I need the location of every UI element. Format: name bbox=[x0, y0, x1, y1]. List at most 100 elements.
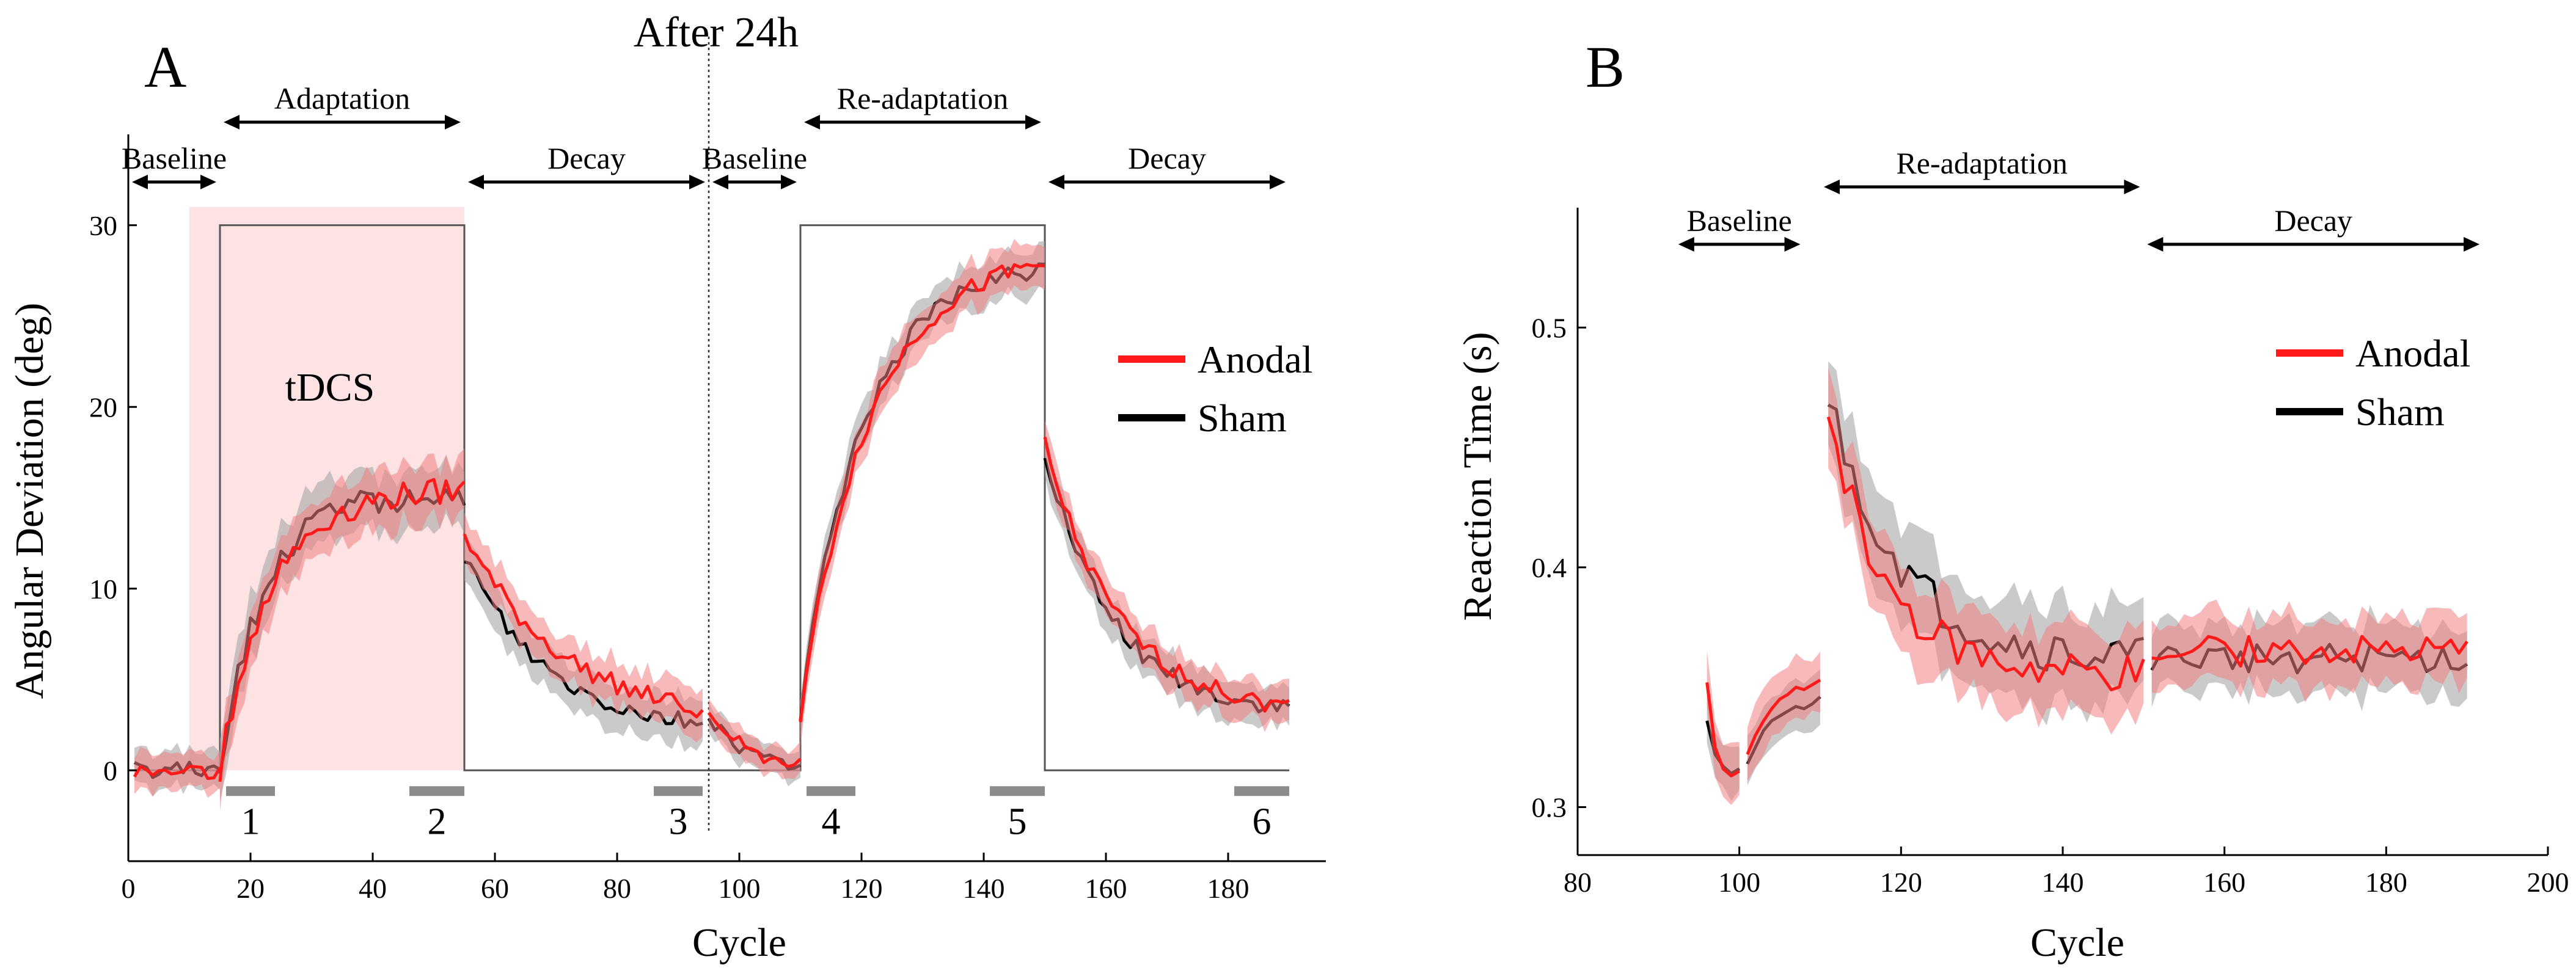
phase-arrow-head-left bbox=[1048, 175, 1064, 189]
phase-arrow-head-left bbox=[2147, 237, 2164, 252]
x-tick-label: 100 bbox=[1718, 867, 1760, 898]
anodal-series-line bbox=[2151, 635, 2468, 668]
sham-error-band bbox=[800, 241, 1045, 740]
phase-label: Baseline bbox=[1687, 203, 1792, 238]
x-tick-label: 80 bbox=[603, 873, 631, 904]
phase-arrow-head-right bbox=[1025, 115, 1041, 129]
phase-label: Decay bbox=[547, 141, 626, 175]
anodal-series-line bbox=[1043, 437, 1290, 713]
panel-a-letter: A bbox=[144, 34, 186, 100]
anodal-error-band bbox=[464, 512, 703, 743]
anodal-error-band bbox=[2151, 599, 2467, 702]
anodal-series-line bbox=[133, 765, 222, 781]
x-tick-label: 180 bbox=[2365, 867, 2407, 898]
x-tick-label: 180 bbox=[1207, 873, 1250, 904]
x-tick-label: 200 bbox=[2527, 867, 2569, 898]
after-24h-label: After 24h bbox=[634, 9, 799, 56]
phase-arrows: Baseline Re-adaptation Decay bbox=[1678, 146, 2480, 252]
phase-arrow-head-left bbox=[132, 175, 148, 189]
x-tick-label: 160 bbox=[2203, 867, 2245, 898]
anodal-error-band bbox=[1707, 650, 1740, 806]
x-tick-label: 120 bbox=[841, 873, 883, 904]
y-axis-title: Reaction Time (s) bbox=[1455, 332, 1500, 621]
x-tick-label: 0 bbox=[122, 873, 136, 904]
phase-label: Re-adaptation bbox=[837, 81, 1008, 115]
x-tick-label: 60 bbox=[481, 873, 509, 904]
legend-label-sham: Sham bbox=[2355, 390, 2445, 434]
phase-arrow-head-left bbox=[804, 115, 820, 129]
phase-arrow-head-left bbox=[1824, 180, 1840, 194]
epoch-marker-bar bbox=[807, 786, 855, 796]
x-axis-title: Cycle bbox=[692, 920, 786, 965]
epoch-markers: 1 2 3 4 5 6 bbox=[226, 786, 1289, 842]
y-tick-label: 10 bbox=[89, 574, 117, 605]
legend-label-anodal: Anodal bbox=[2355, 332, 2470, 375]
anodal-series-line bbox=[707, 712, 802, 768]
x-tick-label: 140 bbox=[2042, 867, 2084, 898]
phase-arrow-head-right bbox=[689, 175, 705, 189]
phase-arrow-head-left bbox=[1678, 237, 1694, 252]
anodal-series-line bbox=[463, 533, 704, 719]
axes: 80 100 120 140 160 180 200 0.3 0.4 0.5 bbox=[1532, 208, 2569, 898]
y-axis-title: Angular Deviation (deg) bbox=[7, 303, 52, 699]
perturbation-schedule bbox=[128, 37, 1289, 831]
x-tick-label: 140 bbox=[963, 873, 1005, 904]
anodal-error-band bbox=[1747, 652, 1820, 781]
phase-label: Baseline bbox=[702, 141, 807, 175]
sham-error-band bbox=[464, 536, 703, 752]
phase-arrow-head-right bbox=[781, 175, 797, 189]
anodal-error-band bbox=[1828, 367, 2144, 735]
phase-label: Baseline bbox=[122, 141, 227, 175]
legend: Anodal Sham bbox=[1118, 338, 1312, 440]
y-tick-label: 0.5 bbox=[1532, 312, 1567, 343]
epoch-marker-bar bbox=[1234, 786, 1289, 796]
phase-label: Adaptation bbox=[274, 81, 410, 115]
epoch-marker-bar bbox=[654, 786, 703, 796]
phase-arrow-head-left bbox=[468, 175, 484, 189]
phase-arrows: Baseline Adaptation Decay Baseline Re-adapta… bbox=[122, 81, 1286, 189]
legend: Anodal Sham bbox=[2276, 332, 2470, 434]
epoch-marker-bar bbox=[990, 786, 1045, 796]
phase-label: Decay bbox=[1128, 141, 1206, 175]
anodal-series-line bbox=[1705, 682, 1740, 778]
epoch-marker-bar bbox=[226, 786, 275, 796]
epoch-marker-bar bbox=[409, 786, 464, 796]
y-tick-label: 0.3 bbox=[1532, 792, 1567, 823]
panel-b-letter: B bbox=[1586, 34, 1625, 100]
phase-arrow-head-right bbox=[1270, 175, 1286, 189]
axes: 0 20 40 60 80 100 120 140 160 180 0 10 20 30 bbox=[89, 134, 1326, 904]
phase-arrow-head-right bbox=[445, 115, 461, 129]
epoch-marker-label: 3 bbox=[669, 801, 688, 842]
epoch-marker-label: 2 bbox=[428, 801, 447, 842]
anodal-series-line bbox=[1746, 679, 1821, 756]
anodal-series-line bbox=[1826, 416, 2145, 691]
anodal-series-line bbox=[799, 263, 1045, 723]
y-tick-label: 20 bbox=[89, 391, 117, 423]
phase-arrow-head-right bbox=[2124, 180, 2140, 194]
x-tick-label: 100 bbox=[719, 873, 761, 904]
x-tick-label: 120 bbox=[1880, 867, 1922, 898]
phase-arrow-head-right bbox=[2464, 237, 2480, 252]
phase-arrow-head-left bbox=[712, 175, 728, 189]
plot-series bbox=[1705, 361, 2468, 806]
phase-label: Decay bbox=[2274, 203, 2352, 238]
tdcs-label: tDCS bbox=[285, 365, 375, 410]
epoch-marker-label: 1 bbox=[241, 801, 260, 842]
panel-b: B 80 100 120 140 160 180 200 0.3 0.4 0.5 Baseline… bbox=[1455, 34, 2569, 965]
anodal-error-band bbox=[220, 448, 464, 811]
phase-arrow-head-left bbox=[224, 115, 240, 129]
y-tick-label: 0 bbox=[103, 755, 117, 786]
phase-arrow-head-right bbox=[1784, 237, 1801, 252]
schedule-line bbox=[128, 224, 1289, 771]
anodal-error-band bbox=[800, 239, 1045, 747]
x-tick-label: 160 bbox=[1085, 873, 1127, 904]
y-tick-label: 30 bbox=[89, 210, 117, 241]
legend-label-sham: Sham bbox=[1198, 396, 1287, 440]
panel-a: A After 24h tDCS 0 20 40 60 80 100 120 140 160 18… bbox=[7, 9, 1326, 965]
x-axis-title: Cycle bbox=[2030, 920, 2124, 965]
phase-arrow-head-right bbox=[200, 175, 216, 189]
x-tick-label: 20 bbox=[236, 873, 265, 904]
epoch-marker-label: 5 bbox=[1008, 801, 1027, 842]
anodal-series-line bbox=[218, 478, 466, 782]
